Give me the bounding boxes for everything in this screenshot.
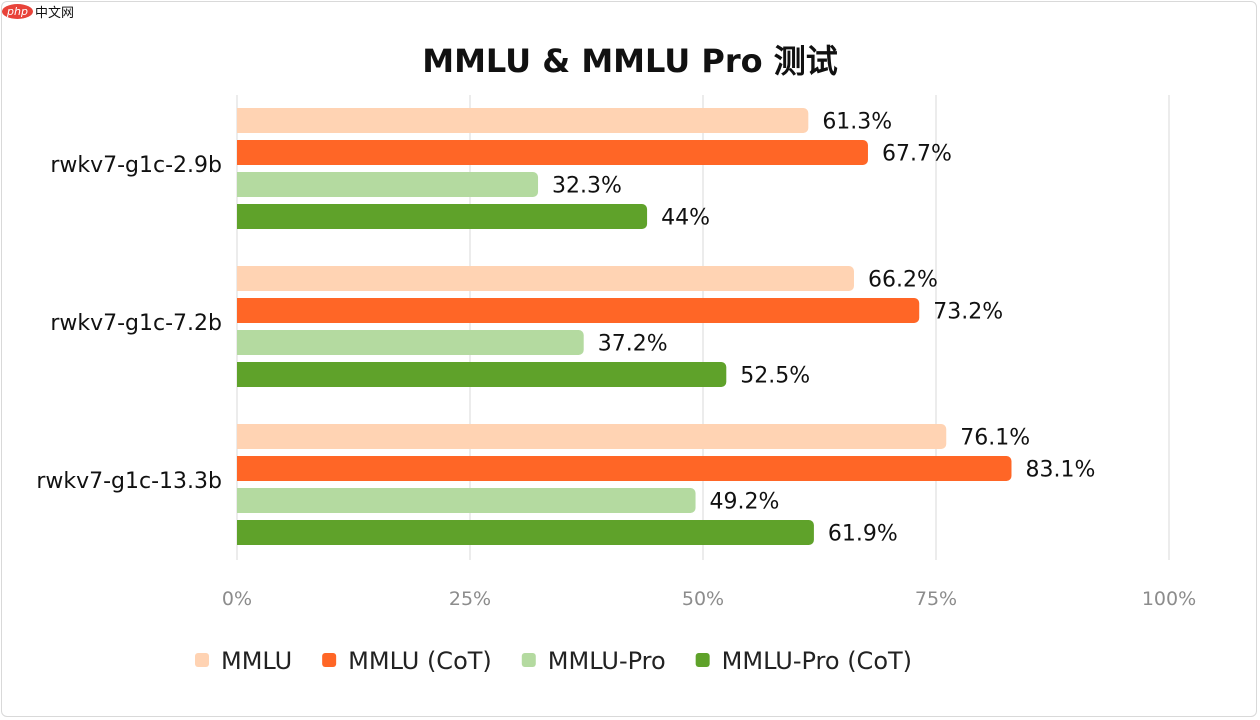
legend-label: MMLU (CoT) bbox=[348, 647, 492, 675]
data-label: 52.5% bbox=[740, 364, 810, 389]
bar bbox=[237, 362, 727, 387]
data-label: 76.1% bbox=[960, 426, 1030, 451]
category-label: rwkv7-g1c-7.2b bbox=[50, 311, 222, 336]
x-tick-label: 0% bbox=[222, 588, 252, 610]
chart-title: MMLU & MMLU Pro 测试 bbox=[422, 42, 838, 80]
data-label: 66.2% bbox=[868, 268, 938, 293]
legend-label: MMLU-Pro bbox=[548, 647, 666, 675]
legend-label: MMLU-Pro (CoT) bbox=[722, 647, 912, 675]
logo-site: 中文网 bbox=[34, 6, 74, 21]
category-label: rwkv7-g1c-2.9b bbox=[50, 153, 222, 178]
x-tick-label: 75% bbox=[915, 588, 957, 610]
x-tick-label: 50% bbox=[682, 588, 724, 610]
logo-php: php bbox=[2, 4, 33, 19]
bar bbox=[237, 520, 814, 545]
legend-label: MMLU bbox=[221, 647, 292, 675]
category-label: rwkv7-g1c-13.3b bbox=[36, 469, 222, 494]
bar bbox=[237, 488, 696, 513]
data-label: 67.7% bbox=[882, 142, 952, 167]
data-label: 49.2% bbox=[710, 490, 780, 515]
bar bbox=[237, 172, 539, 197]
legend-swatch bbox=[195, 653, 209, 667]
legend-swatch bbox=[322, 653, 337, 667]
bar bbox=[237, 266, 854, 291]
bar bbox=[237, 424, 947, 449]
bar bbox=[237, 456, 1012, 481]
data-label: 44% bbox=[661, 206, 710, 231]
legend-swatch bbox=[521, 653, 536, 667]
bar bbox=[237, 298, 920, 323]
data-label: 32.3% bbox=[552, 174, 622, 199]
bar bbox=[236, 204, 648, 229]
data-label: 61.9% bbox=[828, 522, 898, 547]
x-tick-label: 25% bbox=[449, 588, 491, 610]
bar bbox=[237, 140, 868, 165]
bar bbox=[237, 108, 809, 133]
data-label: 73.2% bbox=[933, 300, 1003, 325]
legend-swatch bbox=[695, 653, 710, 667]
x-tick-label: 100% bbox=[1142, 588, 1196, 610]
watermark-logo: php 中文网 bbox=[2, 2, 74, 21]
data-label: 83.1% bbox=[1025, 458, 1095, 483]
data-label: 61.3% bbox=[822, 110, 892, 135]
data-label: 37.2% bbox=[598, 332, 668, 357]
bar bbox=[236, 330, 584, 355]
